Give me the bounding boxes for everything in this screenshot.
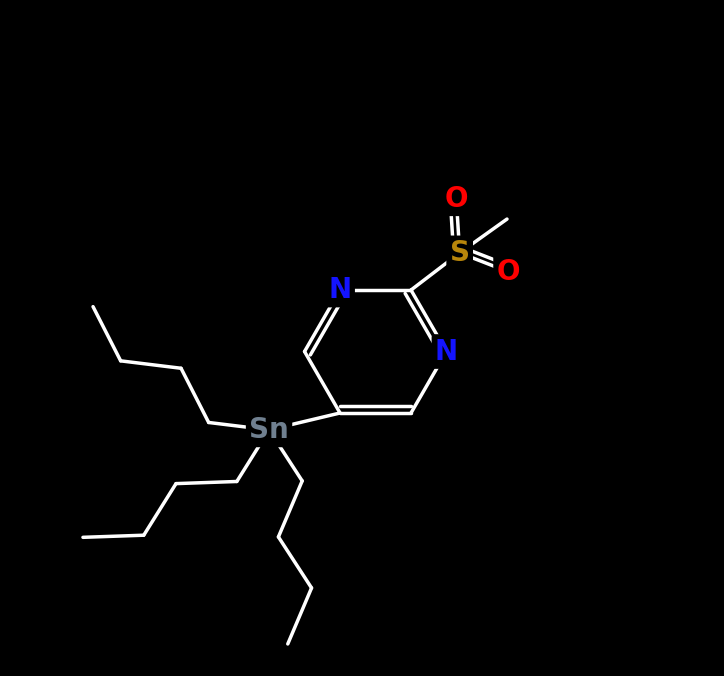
Text: Sn: Sn bbox=[249, 416, 289, 444]
Text: S: S bbox=[450, 239, 470, 267]
Text: N: N bbox=[435, 337, 458, 366]
Text: N: N bbox=[329, 276, 352, 304]
Text: O: O bbox=[445, 185, 468, 213]
Text: O: O bbox=[497, 258, 520, 286]
